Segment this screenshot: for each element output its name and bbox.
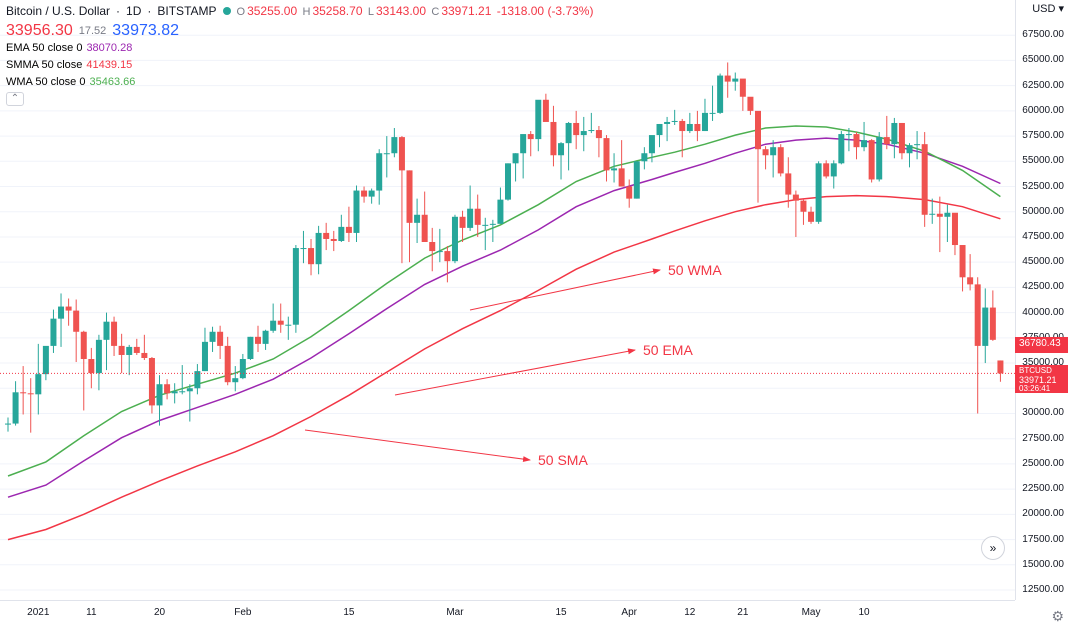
interval: 1D xyxy=(126,4,141,18)
collapse-indicators-button[interactable]: ⌃ xyxy=(6,92,24,106)
xaxis-tick: 12 xyxy=(684,607,695,618)
xaxis-tick: 10 xyxy=(858,607,869,618)
yaxis-tick: 52500.00 xyxy=(1022,181,1064,192)
ask-box[interactable]: 33973.82 xyxy=(112,22,179,40)
xaxis-tick: 15 xyxy=(343,607,354,618)
xaxis-tick: May xyxy=(802,607,821,618)
indicator-legend: EMA 50 close 038070.28 SMMA 50 close4143… xyxy=(6,40,135,91)
ema-legend[interactable]: EMA 50 close 038070.28 xyxy=(6,40,135,56)
price-axis[interactable]: USD ▾ 67500.00 65000.00 62500.00 60000.00 57… xyxy=(1015,0,1068,600)
xaxis-tick: 20 xyxy=(154,607,165,618)
yaxis-tick: 65000.00 xyxy=(1022,54,1064,65)
chart-annotation: 50 SMA xyxy=(538,452,588,468)
xaxis-tick: Mar xyxy=(446,607,463,618)
ohlc-readout: O35255.00 H35258.70 L33143.00 C33971.21 … xyxy=(237,4,596,18)
xaxis-tick: 21 xyxy=(737,607,748,618)
yaxis-tick: 67500.00 xyxy=(1022,29,1064,40)
xaxis-tick: Apr xyxy=(621,607,637,618)
yaxis-tick: 42500.00 xyxy=(1022,281,1064,292)
symbol-name[interactable]: Bitcoin / U.S. Dollar xyxy=(6,4,110,18)
xaxis-tick: 15 xyxy=(555,607,566,618)
yaxis-tick: 57500.00 xyxy=(1022,130,1064,141)
bid-box[interactable]: 33956.30 xyxy=(6,22,73,40)
chart-plot-area[interactable]: Bitcoin / U.S. Dollar · 1D · BITSTAMP O3… xyxy=(0,0,1015,600)
yaxis-tick: 60000.00 xyxy=(1022,105,1064,116)
chart-header: Bitcoin / U.S. Dollar · 1D · BITSTAMP O3… xyxy=(6,4,595,18)
yaxis-tick: 22500.00 xyxy=(1022,483,1064,494)
smma-legend[interactable]: SMMA 50 close41439.15 xyxy=(6,57,135,73)
xaxis-tick: Feb xyxy=(234,607,251,618)
scroll-to-latest-button[interactable]: » xyxy=(981,536,1005,560)
xaxis-tick: 11 xyxy=(86,607,96,618)
market-status-dot xyxy=(223,7,231,15)
yaxis-tick: 55000.00 xyxy=(1022,155,1064,166)
price-axis-label: BTCUSD33971.2103:26:41 xyxy=(1015,365,1068,393)
yaxis-tick: 25000.00 xyxy=(1022,458,1064,469)
time-axis[interactable]: 2021 11 20 Feb 15 Mar 15 Apr 12 21 May 10 xyxy=(0,600,1015,631)
exchange: BITSTAMP xyxy=(157,4,216,18)
spread: 17.52 xyxy=(79,25,107,37)
yaxis-tick: 50000.00 xyxy=(1022,206,1064,217)
yaxis-tick: 15000.00 xyxy=(1022,559,1064,570)
yaxis-tick: 27500.00 xyxy=(1022,433,1064,444)
price-axis-label: 36780.43 xyxy=(1015,337,1068,353)
chart-settings-icon[interactable]: ⚙ xyxy=(1051,608,1064,625)
yaxis-tick: 12500.00 xyxy=(1022,584,1064,595)
yaxis-tick: 45000.00 xyxy=(1022,256,1064,267)
wma-legend[interactable]: WMA 50 close 035463.66 xyxy=(6,74,135,90)
yaxis-tick: 40000.00 xyxy=(1022,307,1064,318)
yaxis-tick: 62500.00 xyxy=(1022,80,1064,91)
yaxis-tick: 17500.00 xyxy=(1022,534,1064,545)
yaxis-tick: 30000.00 xyxy=(1022,407,1064,418)
xaxis-tick: 2021 xyxy=(27,607,49,618)
yaxis-tick: 20000.00 xyxy=(1022,508,1064,519)
chart-annotation: 50 EMA xyxy=(643,342,693,358)
yaxis-tick: 47500.00 xyxy=(1022,231,1064,242)
currency-label[interactable]: USD ▾ xyxy=(1032,2,1064,15)
chart-annotation: 50 WMA xyxy=(668,262,722,278)
bid-ask-row: 33956.30 17.52 33973.82 xyxy=(6,22,179,40)
